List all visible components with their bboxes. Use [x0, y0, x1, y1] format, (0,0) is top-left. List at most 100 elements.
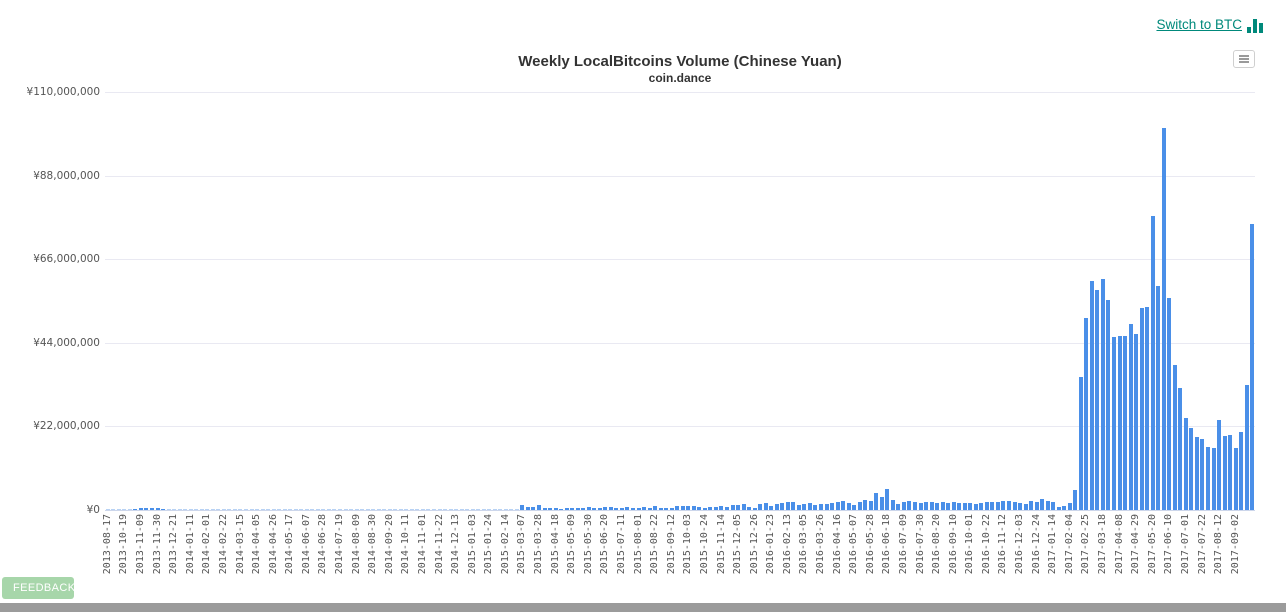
bar[interactable]	[1051, 501, 1056, 510]
bar[interactable]	[365, 509, 370, 510]
bar[interactable]	[138, 508, 143, 510]
bar[interactable]	[669, 508, 674, 510]
bar[interactable]	[730, 505, 735, 510]
bar[interactable]	[1134, 334, 1139, 510]
bar[interactable]	[675, 506, 680, 510]
bar[interactable]	[277, 509, 282, 510]
bar[interactable]	[293, 509, 298, 510]
bar[interactable]	[531, 506, 536, 510]
bar[interactable]	[194, 509, 199, 510]
bar[interactable]	[769, 506, 774, 510]
bar[interactable]	[758, 503, 763, 510]
bar[interactable]	[830, 502, 835, 510]
bar[interactable]	[1084, 317, 1089, 510]
bar[interactable]	[321, 509, 326, 510]
switch-to-btc-link[interactable]: Switch to BTC	[1156, 17, 1242, 32]
bar[interactable]	[1095, 290, 1100, 510]
bar[interactable]	[736, 504, 741, 510]
bar[interactable]	[238, 509, 243, 510]
bar[interactable]	[133, 508, 138, 510]
bar[interactable]	[260, 509, 265, 510]
bar[interactable]	[150, 508, 154, 510]
bar[interactable]	[879, 497, 884, 510]
bar[interactable]	[1018, 503, 1023, 510]
bar[interactable]	[1100, 278, 1105, 510]
bar[interactable]	[763, 502, 768, 510]
bar[interactable]	[105, 509, 110, 510]
bar[interactable]	[299, 509, 304, 510]
bar[interactable]	[951, 502, 956, 510]
bar[interactable]	[608, 507, 613, 510]
bar[interactable]	[962, 502, 967, 510]
bar[interactable]	[1150, 215, 1155, 510]
bar[interactable]	[1189, 427, 1194, 510]
bar[interactable]	[172, 509, 177, 510]
bar[interactable]	[188, 509, 193, 510]
bar[interactable]	[564, 508, 569, 510]
bar[interactable]	[813, 504, 818, 510]
bar[interactable]	[631, 508, 635, 510]
bar[interactable]	[205, 509, 210, 510]
bar[interactable]	[747, 506, 752, 510]
bar[interactable]	[575, 507, 580, 510]
bar[interactable]	[1156, 285, 1161, 510]
bar[interactable]	[647, 507, 652, 510]
bar[interactable]	[387, 509, 392, 510]
bar[interactable]	[1194, 436, 1199, 510]
bar[interactable]	[1206, 446, 1210, 510]
bar[interactable]	[846, 503, 851, 510]
bar[interactable]	[907, 500, 912, 510]
bar[interactable]	[1139, 308, 1144, 510]
bar[interactable]	[232, 509, 237, 510]
bar[interactable]	[968, 502, 973, 510]
bar[interactable]	[935, 502, 940, 510]
bar[interactable]	[210, 509, 215, 510]
bar[interactable]	[326, 509, 331, 510]
bar[interactable]	[1001, 500, 1006, 510]
bar[interactable]	[807, 503, 812, 510]
bar[interactable]	[1250, 224, 1255, 510]
bar[interactable]	[818, 503, 823, 510]
bar[interactable]	[420, 509, 425, 510]
bar[interactable]	[796, 504, 801, 510]
bar[interactable]	[509, 509, 514, 510]
bar[interactable]	[481, 509, 486, 510]
bar[interactable]	[680, 505, 685, 510]
bar[interactable]	[426, 509, 431, 510]
bar[interactable]	[1128, 324, 1133, 510]
bar[interactable]	[559, 508, 564, 510]
bar[interactable]	[371, 509, 376, 510]
bar[interactable]	[1145, 307, 1150, 510]
bar[interactable]	[1045, 500, 1050, 510]
bar[interactable]	[918, 502, 923, 510]
bar[interactable]	[874, 492, 879, 510]
bar[interactable]	[487, 509, 492, 510]
bar[interactable]	[310, 509, 315, 510]
bar[interactable]	[581, 507, 586, 510]
chart-context-menu-button[interactable]	[1233, 50, 1255, 68]
bar[interactable]	[697, 506, 702, 510]
bar[interactable]	[896, 503, 901, 510]
bar[interactable]	[282, 509, 287, 510]
bar[interactable]	[199, 509, 204, 510]
bar[interactable]	[1112, 337, 1116, 510]
bar[interactable]	[183, 509, 188, 510]
bar[interactable]	[603, 507, 608, 510]
bar[interactable]	[686, 506, 691, 510]
bar[interactable]	[288, 509, 293, 510]
bar[interactable]	[553, 508, 558, 510]
bar[interactable]	[111, 509, 116, 510]
bar[interactable]	[1089, 280, 1094, 510]
bar[interactable]	[713, 506, 718, 510]
bar[interactable]	[625, 507, 630, 510]
bar[interactable]	[470, 509, 475, 510]
bar[interactable]	[702, 508, 707, 510]
bar[interactable]	[1062, 506, 1067, 510]
bar[interactable]	[448, 509, 453, 510]
bar[interactable]	[166, 509, 171, 510]
bar[interactable]	[725, 507, 729, 510]
bar[interactable]	[984, 502, 989, 510]
bar[interactable]	[1117, 335, 1122, 510]
bar[interactable]	[116, 509, 121, 510]
bar[interactable]	[1067, 502, 1072, 510]
